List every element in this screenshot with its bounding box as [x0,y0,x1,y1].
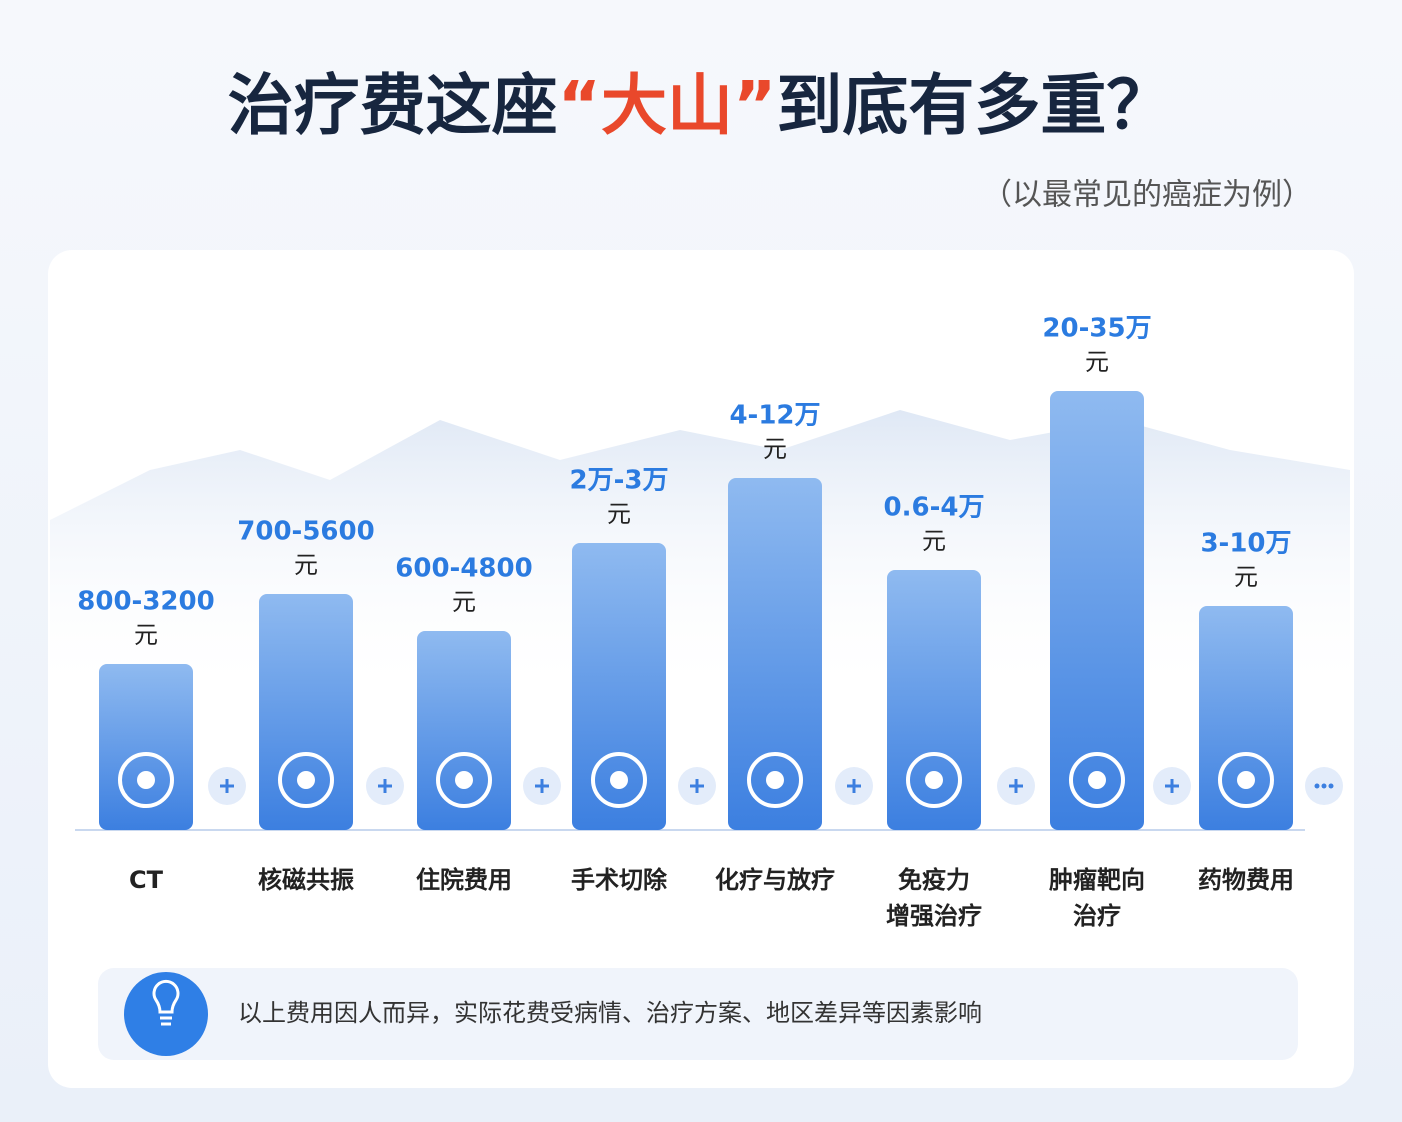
title: 治疗费这座“大山”到底有多重？ [228,67,1173,144]
bar-icon [436,752,492,808]
category-label: 治疗 [1073,902,1121,930]
title-highlight: “大山” [558,67,777,144]
category-label: 药物费用 [1198,866,1294,894]
category-label: 免疫力 [898,866,970,894]
category-label: 增强治疗 [886,902,982,930]
bar [572,543,666,830]
plus-glyph [535,779,549,793]
bar-icon [591,752,647,808]
bar-icon [1218,752,1274,808]
bar-icon [925,771,943,789]
title-part: 到底有多重？ [776,67,1172,144]
more-dot [1328,783,1334,789]
category-label: CT [129,866,164,894]
unit-label: 元 [1085,348,1109,376]
unit-label: 元 [763,435,787,463]
amount-label: 3-10万 [1200,529,1291,559]
note-box [98,968,1298,1060]
plus-glyph [847,779,861,793]
bar [887,570,981,830]
bulb-icon [124,972,208,1056]
title-part: 治疗费这座 [228,67,558,144]
category-label: 肿瘤靶向 [1049,866,1145,894]
amount-label: 600-4800 [395,554,532,584]
more-dot [1314,783,1320,789]
amount-label: 800-3200 [77,587,214,617]
amount-label: 700-5600 [237,517,374,547]
unit-label: 元 [294,551,318,579]
bar-icon [1088,771,1106,789]
bar-icon [1069,752,1125,808]
bar-icon [747,752,803,808]
bar [259,594,353,830]
mountains [50,410,1350,700]
category-label: 化疗与放疗 [715,866,835,894]
bar-icon [906,752,962,808]
bar-icon [278,752,334,808]
unit-label: 元 [134,621,158,649]
amount-label: 0.6-4万 [884,493,985,523]
plus-glyph [220,779,234,793]
plus-glyph [1165,779,1179,793]
category-label: 核磁共振 [258,866,354,894]
subtitle: （以最常见的癌症为例） [982,178,1312,213]
plus-glyph [690,779,704,793]
bar-icon [1237,771,1255,789]
amount-label: 4-12万 [729,401,820,431]
bar-icon [137,771,155,789]
bar-icon [118,752,174,808]
bar [1050,391,1144,830]
amount-label: 20-35万 [1042,314,1151,344]
unit-label: 元 [922,527,946,555]
bulb-glyph [152,979,180,1026]
more-dot [1321,783,1327,789]
bar-icon [297,771,315,789]
bar [1199,606,1293,830]
plus-glyph [1009,779,1023,793]
bar-icon [610,771,628,789]
unit-label: 元 [607,500,631,528]
note-text: 以上费用因人而异，实际花费受病情、治疗方案、地区差异等因素影响 [238,999,982,1027]
unit-label: 元 [1234,563,1258,591]
bar [728,478,822,830]
category-label: 住院费用 [416,866,512,894]
amount-label: 2万-3万 [570,466,669,496]
plus-glyph [378,779,392,793]
bar-icon [766,771,784,789]
bar-icon [455,771,473,789]
bar [417,631,511,830]
category-label: 手术切除 [571,866,668,894]
unit-label: 元 [452,588,476,616]
